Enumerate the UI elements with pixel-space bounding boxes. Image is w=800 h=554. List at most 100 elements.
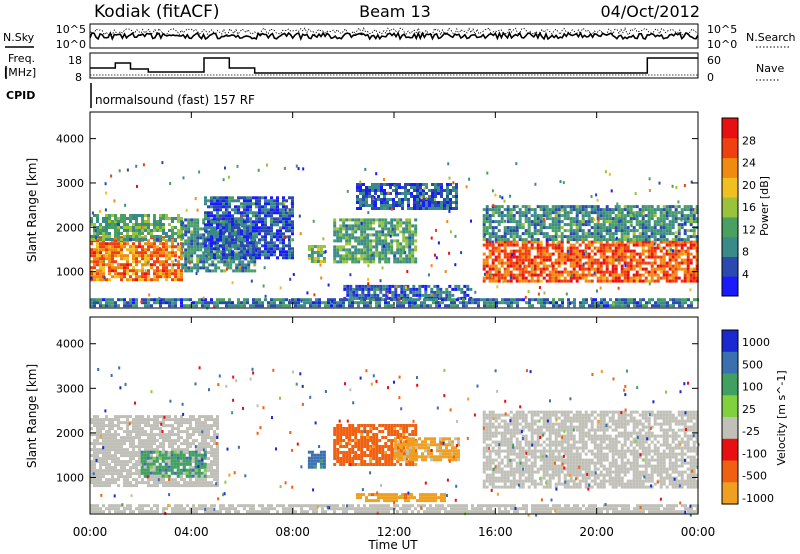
- power-panel: 1000 2000 3000 4000 Slant Range [km]: [25, 111, 699, 310]
- time-axis: 00:00 04:00 08:00 12:00 16:00 20:00 00:00: [73, 112, 716, 539]
- data-region-5: [333, 218, 418, 264]
- nave-tick-bottom: 0: [707, 71, 714, 84]
- x-tick-label: 00:00: [73, 525, 108, 539]
- cpid-label: CPID: [6, 89, 35, 102]
- data-region-1: [90, 214, 183, 241]
- power-cbar-swatch: [722, 276, 738, 297]
- data-region-10: [90, 298, 699, 308]
- velocity-colorbar: 1000 500 100 25 -25 -100 -500 -1000 Velocity [m…: [721, 329, 788, 505]
- velocity-cbar-tick: 25: [742, 403, 756, 416]
- data-region-6: [356, 183, 458, 210]
- nave-label: Nave: [756, 62, 784, 75]
- velocity-cbar-swatch: [722, 482, 738, 505]
- velocity-cbar-tick: -100: [742, 447, 767, 460]
- velocity-cbar-tick: -500: [742, 470, 767, 483]
- x-tick-label: 20:00: [579, 525, 614, 539]
- velocity-cbar-tick: 100: [742, 381, 763, 394]
- freq-strip: 18 8 60 0 Freq. [MHz] Nave: [4, 52, 784, 84]
- freq-label-top: Freq.: [8, 52, 35, 65]
- velocity-cbar-swatch: [722, 460, 738, 483]
- freq-tick-top: 18: [68, 54, 82, 67]
- data-region-6: [356, 493, 446, 503]
- y-tick-label: 4000: [56, 338, 84, 351]
- y-tick-label: 3000: [56, 177, 84, 190]
- scatter-noise: [92, 366, 700, 517]
- power-cbar-tick: 28: [742, 134, 756, 147]
- x-tick-label: 04:00: [174, 525, 209, 539]
- velocity-cbar-tick: 500: [742, 358, 763, 371]
- power-colorbar: 4 8 12 16 20 24 28 Power [dB]: [721, 117, 771, 297]
- freq-line: [90, 57, 698, 74]
- date-title: 04/Oct/2012: [600, 2, 700, 21]
- data-region-1: [140, 450, 207, 478]
- freq-tick-bottom: 8: [75, 71, 82, 84]
- velocity-cbar-swatch: [722, 330, 738, 353]
- velocity-cbar-tick: -25: [742, 425, 760, 438]
- freq-label-bottom: [MHz]: [4, 66, 36, 79]
- x-tick-label: 08:00: [275, 525, 310, 539]
- x-tick-label: 16:00: [478, 525, 513, 539]
- data-region-8: [482, 205, 699, 242]
- velocity-cbar-swatch: [722, 351, 738, 375]
- power-cbar-swatch: [722, 137, 738, 159]
- x-tick-label: 12:00: [377, 525, 412, 539]
- velocity-cbar-swatch: [722, 438, 738, 462]
- y-tick-label: 2000: [56, 221, 84, 234]
- velocity-cbar-tick: 1000: [742, 336, 770, 349]
- y-tick-label: 4000: [56, 133, 84, 146]
- velocity-cbar-swatch: [722, 395, 738, 418]
- y-tick-label: 2000: [56, 427, 84, 440]
- time-axis-label: Time UT: [367, 538, 418, 552]
- power-cbar-swatch: [722, 177, 738, 198]
- data-region-7: [482, 240, 699, 283]
- nsky-label: N.Sky: [3, 31, 35, 44]
- y-tick-label: 3000: [56, 382, 84, 395]
- data-region-7: [90, 504, 699, 514]
- power-cbar-tick: 4: [742, 268, 749, 281]
- power-cbar-tick: 12: [742, 223, 756, 236]
- data-region-2: [307, 450, 326, 469]
- power-cbar-tick: 16: [742, 201, 756, 214]
- station-title: Kodiak (fitACF): [94, 2, 220, 22]
- velocity-cbar-swatch: [722, 417, 738, 440]
- beam-title: Beam 13: [359, 2, 431, 21]
- data-region-3: [204, 196, 294, 260]
- power-cbar-label: Power [dB]: [758, 176, 771, 236]
- power-cbar-swatch: [722, 118, 738, 139]
- power-cbar-swatch: [722, 236, 738, 257]
- nsearch-tick-bottom: 10^0: [707, 38, 737, 51]
- nsearch-label: N.Search: [746, 31, 796, 44]
- velocity-ylabel: Slant Range [km]: [25, 364, 39, 468]
- nsky-line: [89, 31, 699, 42]
- velocity-panel: 1000 2000 3000 4000 Slant Range [km]: [25, 316, 700, 517]
- power-cbar-tick: 8: [742, 246, 749, 259]
- data-region-0: [90, 236, 183, 282]
- nsky-tick-top: 10^5: [56, 23, 86, 36]
- power-cbar-tick: 24: [742, 157, 756, 170]
- velocity-cbar-swatch: [722, 373, 738, 396]
- nsky-strip: 10^5 10^0 10^5 10^0 N.Sky N.Search: [3, 23, 796, 51]
- x-tick-label: 00:00: [681, 525, 716, 539]
- nsky-tick-bottom: 10^0: [56, 38, 86, 51]
- data-region-4: [307, 245, 326, 263]
- cpid-text: normalsound (fast) 157 RF: [95, 93, 255, 107]
- scatter-noise: [90, 161, 697, 310]
- data-region-9: [343, 284, 473, 300]
- nsearch-line: [89, 27, 699, 36]
- velocity-cbar-tick: -1000: [742, 492, 774, 505]
- power-ylabel: Slant Range [km]: [25, 158, 39, 262]
- power-cbar-swatch: [722, 256, 738, 277]
- y-tick-label: 1000: [56, 471, 84, 484]
- y-tick-label: 1000: [56, 266, 84, 279]
- data-region-4: [394, 437, 460, 462]
- nsearch-tick-top: 10^5: [707, 23, 737, 36]
- data-region-0: [90, 415, 219, 488]
- velocity-cbar-label: Velocity [m s^-1]: [775, 370, 788, 465]
- nave-tick-top: 60: [707, 54, 721, 67]
- power-cbar-swatch: [722, 157, 738, 178]
- power-cbar-swatch: [722, 216, 738, 238]
- power-cbar-swatch: [722, 197, 738, 218]
- data-region-5: [482, 410, 699, 489]
- power-cbar-tick: 20: [742, 179, 756, 192]
